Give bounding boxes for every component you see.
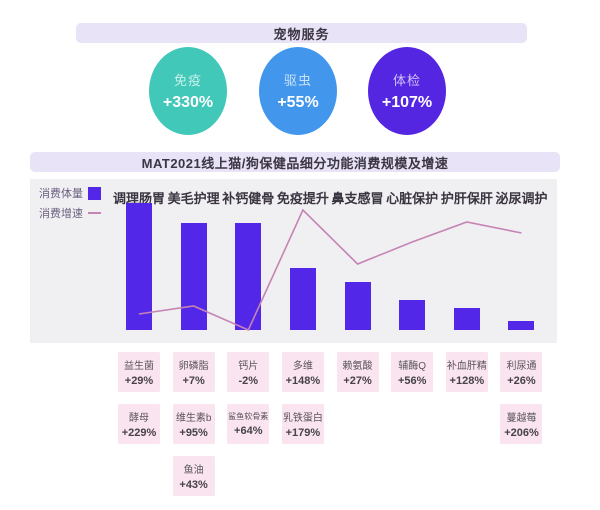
product-box: 钙片 -2% — [227, 352, 270, 392]
product-name: 卵磷脂 — [178, 361, 209, 372]
service-bubble-immunity: 免疫 +330% — [149, 47, 227, 135]
pet-services-header: 宠物服务 — [76, 23, 527, 43]
volume-bar — [235, 223, 262, 330]
product-box: 鲨鱼软骨素 +64% — [227, 404, 270, 444]
product-growth: +229% — [121, 427, 157, 439]
service-bubble-checkup: 体检 +107% — [368, 47, 446, 135]
volume-bar — [508, 321, 535, 330]
category-label: 心脏保护 — [386, 191, 439, 206]
service-label: 体检 — [392, 73, 421, 88]
service-bubble-deworming: 驱虫 +55% — [259, 47, 337, 135]
service-bubbles: 免疫 +330% 驱虫 +55% 体检 +107% — [0, 0, 600, 150]
product-name: 鲨鱼软骨素 — [228, 412, 269, 421]
product-growth: +29% — [124, 375, 154, 387]
volume-bar — [289, 267, 316, 330]
chart-panel: 消费体量 消费增速 调理肠胃 美毛护理 补钙健骨 免疫提升 鼻支感冒 心脏保护 护肝保肝 泌尿… — [30, 179, 557, 343]
product-growth: +27% — [343, 375, 372, 387]
product-box: 维生素b +95% — [172, 404, 215, 444]
category-label: 免疫提升 — [276, 191, 329, 206]
product-name: 钙片 — [238, 361, 259, 372]
product-growth: +7% — [182, 375, 205, 387]
legend-volume-row: 消费体量 — [39, 185, 101, 201]
product-growth: +56% — [397, 375, 427, 387]
category-label: 鼻支感冒 — [331, 191, 384, 206]
product-name: 鱼油 — [183, 465, 204, 476]
product-box: 赖氨酸 +27% — [336, 352, 379, 392]
chart-title-bar: MAT2021线上猫/狗保健品细分功能消费规模及增速 — [30, 152, 560, 172]
volume-bar — [180, 223, 207, 330]
product-growth: -2% — [238, 375, 259, 387]
chart-legend: 消费体量 消费增速 — [39, 185, 101, 221]
product-growth: +179% — [285, 427, 321, 439]
product-growth: +43% — [179, 479, 208, 491]
volume-bar — [126, 203, 152, 330]
product-growth: +148% — [285, 375, 321, 387]
service-label: 免疫 — [173, 73, 202, 88]
product-growth: +206% — [504, 427, 539, 439]
category-label: 护肝保肝 — [440, 191, 493, 206]
product-box: 补血肝精 +128% — [445, 352, 488, 392]
chart-title: MAT2021线上猫/狗保健品细分功能消费规模及增速 — [141, 155, 449, 171]
volume-swatch — [88, 186, 101, 200]
product-name: 乳铁蛋白 — [282, 413, 323, 424]
service-growth-value: +55% — [277, 94, 319, 111]
volume-bar — [399, 299, 426, 330]
product-box: 辅酶Q +56% — [391, 352, 434, 392]
product-growth: +95% — [179, 427, 208, 439]
product-name: 多维 — [292, 361, 313, 372]
legend-growth-label: 消费增速 — [39, 208, 83, 220]
volume-bar — [453, 308, 480, 330]
product-growth: +26% — [507, 375, 536, 387]
product-box: 乳铁蛋白 +179% — [281, 404, 324, 444]
product-box: 益生菌 +29% — [118, 352, 160, 392]
product-name: 维生素b — [175, 413, 212, 424]
product-name: 辅酶Q — [398, 361, 427, 372]
product-name: 赖氨酸 — [342, 361, 373, 372]
product-box: 利尿通 +26% — [500, 352, 543, 392]
product-name: 利尿通 — [506, 361, 537, 372]
product-name: 补血肝精 — [446, 361, 487, 372]
service-label: 驱虫 — [283, 73, 312, 88]
product-box: 鱼油 +43% — [172, 456, 215, 496]
growth-swatch — [88, 212, 101, 214]
product-name: 蔓越莓 — [506, 413, 537, 424]
category-label: 泌尿调护 — [495, 191, 548, 206]
product-box: 多维 +148% — [281, 352, 324, 392]
product-name: 益生菌 — [124, 361, 154, 372]
category-label: 调理肠胃 — [112, 191, 166, 206]
product-name: 酵母 — [129, 413, 149, 424]
service-growth-value: +107% — [381, 94, 433, 111]
product-box: 卵磷脂 +7% — [172, 352, 215, 392]
category-label: 补钙健骨 — [222, 191, 275, 206]
product-box: 蔓越莓 +206% — [500, 404, 543, 444]
legend-growth-row: 消费增速 — [39, 205, 101, 221]
product-growth: +64% — [234, 425, 263, 437]
product-growth: +128% — [449, 375, 485, 387]
volume-bar — [344, 281, 371, 330]
service-growth-value: +330% — [162, 94, 214, 111]
pet-services-title: 宠物服务 — [273, 26, 330, 42]
product-box: 酵母 +229% — [118, 404, 160, 444]
legend-volume-label: 消费体量 — [39, 188, 83, 200]
category-label: 美毛护理 — [167, 191, 220, 206]
